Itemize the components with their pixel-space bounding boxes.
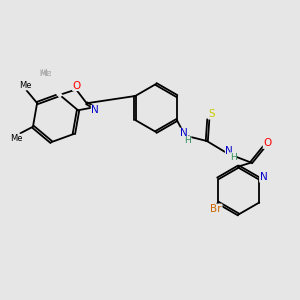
Text: Me: Me — [19, 81, 31, 90]
Text: O: O — [263, 138, 272, 148]
Text: N: N — [260, 172, 267, 182]
Text: Me: Me — [11, 134, 23, 143]
Text: H: H — [230, 153, 237, 162]
Text: N: N — [180, 128, 188, 138]
Text: N: N — [225, 146, 233, 156]
Text: H: H — [184, 136, 191, 146]
Text: Br: Br — [211, 204, 222, 214]
Text: S: S — [208, 109, 215, 119]
Text: Me: Me — [39, 69, 52, 78]
Text: Me: Me — [39, 69, 52, 78]
Text: O: O — [73, 81, 81, 91]
Text: N: N — [91, 105, 99, 115]
